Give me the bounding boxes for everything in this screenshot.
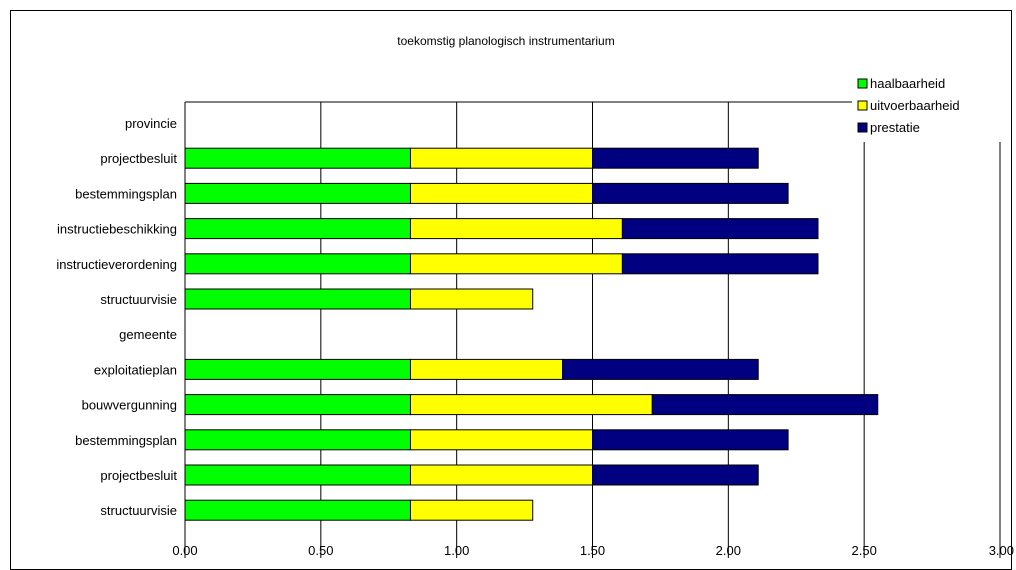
legend: haalbaarheid uitvoerbaarheid prestatie <box>852 70 1002 142</box>
legend-swatch <box>857 78 868 89</box>
bar-segment <box>184 147 411 169</box>
category-label: bestemmingsplan <box>75 433 177 448</box>
bar-segment <box>621 218 819 240</box>
bar-segment <box>409 499 534 521</box>
x-tick-label: 0.00 <box>172 543 197 558</box>
bar-segment <box>409 182 593 204</box>
x-axis-ticks: 0.00 0.50 1.00 1.50 2.00 2.50 3.00 <box>172 543 1014 558</box>
x-tick-label: 3.00 <box>989 543 1014 558</box>
bar-segment <box>184 182 411 204</box>
bar-segment <box>592 464 759 486</box>
bar-segment <box>184 218 411 240</box>
category-label: structuurvisie <box>100 292 177 307</box>
legend-label: uitvoerbaarheid <box>870 98 960 113</box>
bar-segment <box>409 147 593 169</box>
bar-segment <box>184 464 411 486</box>
category-label: instructieverordening <box>56 257 177 272</box>
category-label: bestemmingsplan <box>75 186 177 201</box>
category-label: structuurvisie <box>100 503 177 518</box>
category-label: projectbesluit <box>100 151 177 166</box>
x-tick-label: 0.50 <box>308 543 333 558</box>
category-labels: provincie projectbesluit bestemmingsplan in… <box>56 116 177 518</box>
category-label: gemeente <box>119 327 177 342</box>
bar-segment <box>562 358 759 380</box>
legend-swatch <box>857 122 868 133</box>
x-tick-label: 2.00 <box>716 543 741 558</box>
bar-segment <box>651 394 879 416</box>
category-label: bouwvergunning <box>82 398 177 413</box>
x-tick-label: 1.00 <box>444 543 469 558</box>
legend-swatch <box>857 100 868 111</box>
category-label: projectbesluit <box>100 468 177 483</box>
gridlines <box>184 101 1001 558</box>
bar-segment <box>184 499 411 521</box>
bar-segment <box>184 429 411 451</box>
bar-segment <box>592 147 759 169</box>
bar-segment <box>621 253 819 275</box>
x-tick-label: 2.50 <box>852 543 877 558</box>
bar-segment <box>409 464 593 486</box>
bar-segment <box>592 182 789 204</box>
bar-segment <box>184 253 411 275</box>
bar-segment <box>592 429 789 451</box>
category-label: exploitatieplan <box>94 362 177 377</box>
bar-segment <box>409 358 564 380</box>
category-label: instructiebeschikking <box>57 222 177 237</box>
legend-label: haalbaarheid <box>870 76 945 91</box>
bar-segment <box>409 253 623 275</box>
chart-title: toekomstig planologisch instrumentarium <box>397 34 614 48</box>
bar-segment <box>184 358 411 380</box>
bar-segment <box>184 394 411 416</box>
bar-segment <box>409 218 623 240</box>
bar-segment <box>184 288 411 310</box>
bar-segment <box>409 288 534 310</box>
bar-segment <box>409 394 653 416</box>
bar-segment <box>409 429 593 451</box>
bars <box>184 147 879 521</box>
category-label: provincie <box>125 116 177 131</box>
legend-box <box>852 70 1002 142</box>
x-tick-label: 1.50 <box>580 543 605 558</box>
chart: toekomstig planologisch instrumentarium … <box>56 34 1014 558</box>
legend-label: prestatie <box>870 120 920 135</box>
